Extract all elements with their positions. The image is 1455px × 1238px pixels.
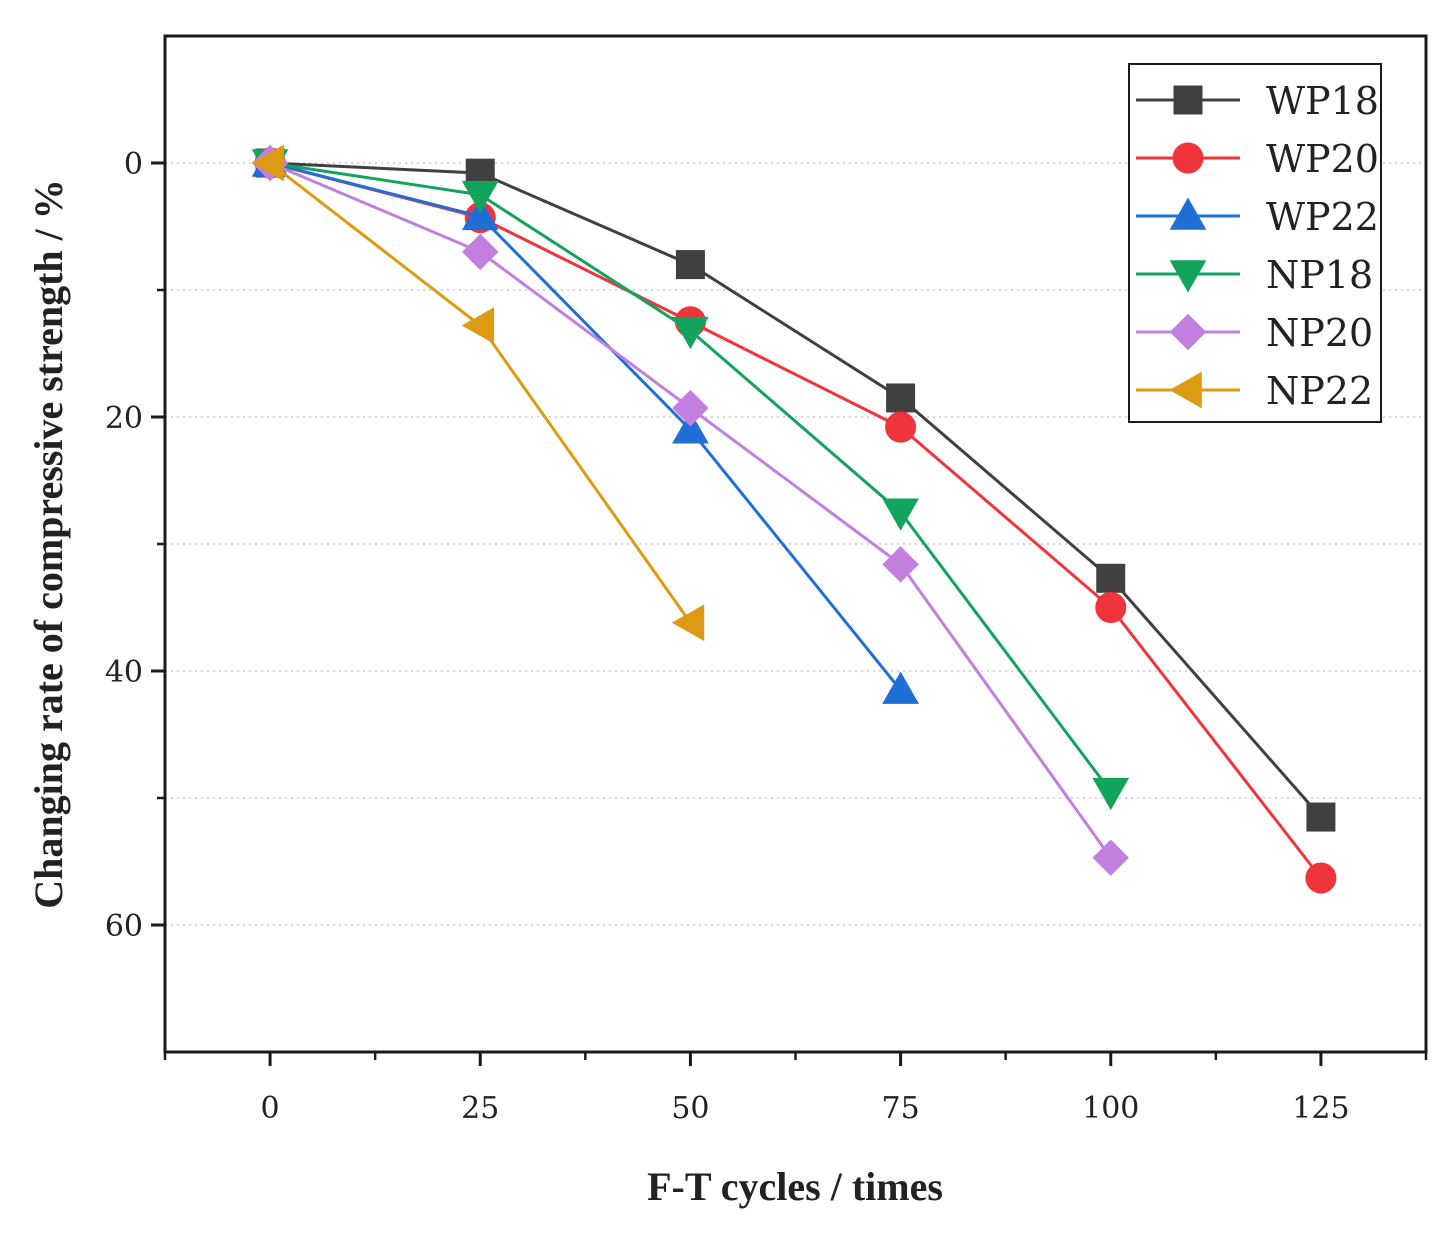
data-point-wp22: [672, 411, 709, 444]
series-line-wp22: [269, 161, 902, 691]
legend-marker-wp22: [1169, 197, 1207, 230]
y-axis-title: Changing rate of compressive strength / …: [26, 179, 71, 909]
data-point-wp20: [1305, 862, 1337, 894]
legend-label-np22: NP22: [1266, 369, 1373, 413]
y-tick-label: 20: [105, 401, 143, 436]
data-point-wp18: [886, 383, 916, 413]
data-point-wp20: [1095, 592, 1127, 623]
data-point-np22: [251, 144, 284, 182]
y-tick-label: 40: [105, 655, 143, 690]
legend-label-wp18: WP18: [1266, 79, 1379, 123]
data-point-np22: [671, 604, 705, 642]
series-wp22: [251, 144, 919, 704]
data-point-np18: [672, 316, 709, 350]
data-point-wp22: [461, 197, 499, 231]
x-tick-label: 0: [261, 1091, 280, 1126]
data-point-wp18: [675, 250, 705, 280]
legend-marker-np22: [1169, 371, 1202, 409]
data-point-np18: [1092, 777, 1130, 811]
legend-item-np20: NP20: [1136, 311, 1373, 355]
axis-layer: 0 25 50 75 100 125 0 20 40 60: [105, 147, 1428, 1126]
x-tick-label: 125: [1292, 1091, 1349, 1126]
data-point-wp18: [1096, 563, 1126, 593]
y-tick-label: 0: [124, 147, 143, 182]
x-tick-label: 100: [1082, 1091, 1139, 1126]
x-axis-title: F-T cycles / times: [647, 1164, 943, 1209]
data-point-wp20: [885, 411, 917, 443]
series-layer: [251, 144, 1337, 894]
y-tick-label: 60: [105, 909, 143, 944]
legend-label-np18: NP18: [1266, 253, 1373, 297]
legend-label-np20: NP20: [1266, 311, 1373, 355]
legend-item-wp18: WP18: [1136, 79, 1379, 123]
legend: WP18 WP20 WP22 NP18 NP20 NP22: [1128, 63, 1382, 423]
legend-label-wp22: WP22: [1266, 195, 1379, 239]
legend-marker-wp20: [1172, 142, 1204, 174]
legend-item-np18: NP18: [1136, 253, 1373, 297]
grid-layer: [165, 162, 1426, 926]
series-np22: [251, 144, 705, 642]
data-point-np18: [461, 180, 499, 214]
data-point-np20: [462, 233, 499, 271]
x-tick-label: 25: [461, 1091, 499, 1126]
legend-item-wp22: WP22: [1136, 195, 1379, 239]
data-point-np22: [461, 307, 495, 344]
data-point-wp18: [1306, 802, 1336, 832]
data-point-np20: [882, 546, 919, 583]
legend-box: [1128, 63, 1382, 423]
data-point-np20: [1092, 839, 1129, 876]
x-tick-label: 50: [671, 1091, 709, 1126]
data-point-wp22: [882, 671, 919, 704]
legend-marker-np18: [1169, 260, 1207, 293]
series-np20: [251, 144, 1129, 876]
data-point-np20: [672, 389, 709, 427]
series-line-wp18: [270, 161, 1323, 819]
legend-marker-wp18: [1173, 85, 1203, 115]
legend-label-wp20: WP20: [1266, 137, 1379, 181]
data-point-np18: [882, 498, 919, 531]
x-tick-label: 75: [881, 1091, 919, 1126]
legend-item-wp20: WP20: [1136, 137, 1379, 181]
legend-item-np22: NP22: [1136, 369, 1373, 413]
legend-marker-np20: [1169, 313, 1207, 351]
